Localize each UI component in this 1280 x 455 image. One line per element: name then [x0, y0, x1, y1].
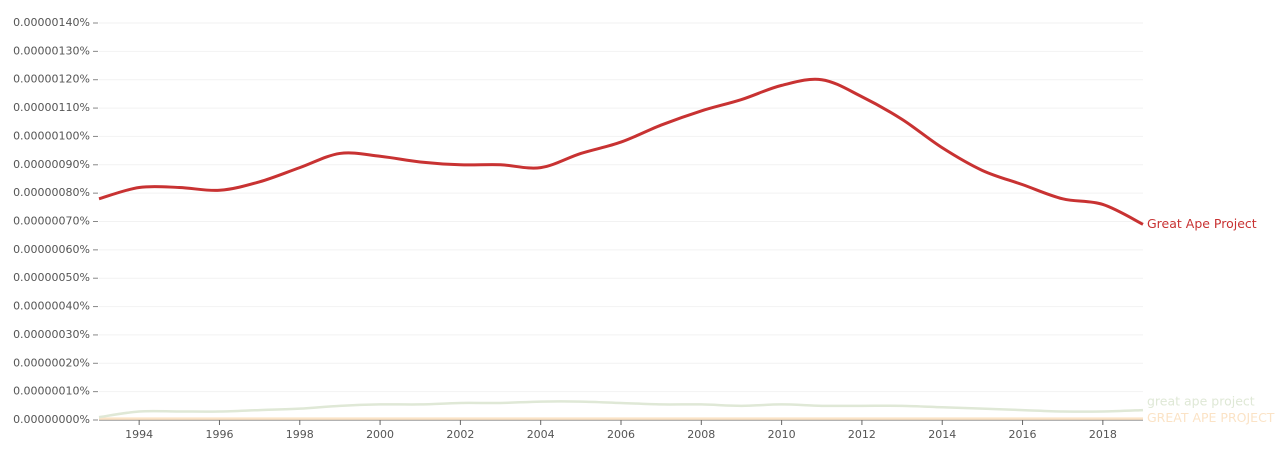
x-tick-label: 2016 — [1009, 428, 1037, 441]
series-line — [98, 77, 1144, 226]
x-tick-label: 1994 — [125, 428, 153, 441]
y-tick-label: 0.00000020% — [13, 356, 90, 369]
series-label: GREAT APE PROJECT — [1147, 410, 1275, 425]
y-tick-label: 0.00000030% — [13, 328, 90, 341]
y-tick-label: 0.00000070% — [13, 215, 90, 228]
y-tick-label: 0.00000040% — [13, 300, 90, 313]
x-tick-label: 2010 — [768, 428, 796, 441]
y-tick-label: 0.00000110% — [13, 101, 90, 114]
x-tick-label: 2008 — [687, 428, 715, 441]
y-tick-label: 0.00000010% — [13, 385, 90, 398]
y-tick-label: 0.00000130% — [13, 44, 90, 57]
y-tick-label: 0.00000080% — [13, 186, 90, 199]
x-tick-label: 1996 — [205, 428, 233, 441]
y-tick-label: 0.00000060% — [13, 243, 90, 256]
x-tick-label: 2018 — [1089, 428, 1117, 441]
x-tick-label: 2006 — [607, 428, 635, 441]
x-tick-label: 1998 — [286, 428, 314, 441]
x-tick-label: 2002 — [446, 428, 474, 441]
y-tick-label: 0.00000100% — [13, 129, 90, 142]
series-line — [98, 400, 1144, 419]
y-tick-label: 0.00000140% — [13, 16, 90, 29]
x-tick-label: 2004 — [527, 428, 555, 441]
y-tick-label: 0.00000090% — [13, 158, 90, 171]
x-tick-label: 2012 — [848, 428, 876, 441]
y-tick-label: 0.00000000% — [13, 413, 90, 426]
series-label: great ape project — [1147, 394, 1255, 409]
y-tick-label: 0.00000050% — [13, 271, 90, 284]
x-tick-label: 2000 — [366, 428, 394, 441]
x-tick-label: 2014 — [928, 428, 956, 441]
y-tick-label: 0.00000120% — [13, 73, 90, 86]
series-label: Great Ape Project — [1147, 216, 1257, 231]
